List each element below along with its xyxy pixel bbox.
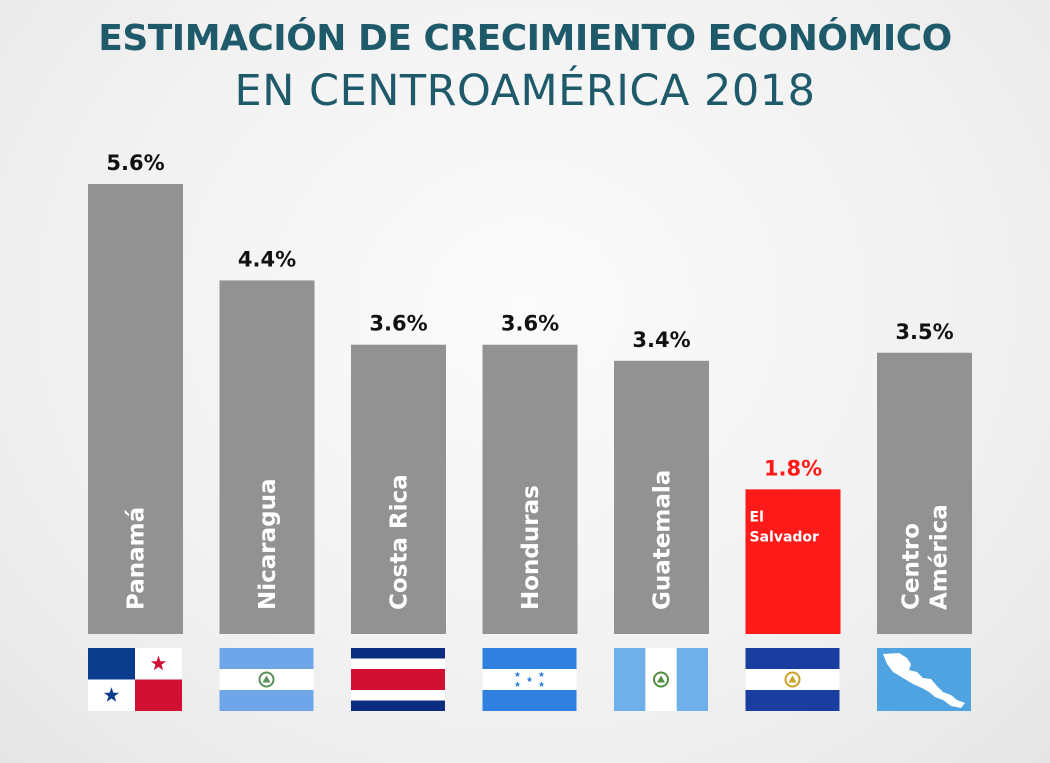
category-label-3: Honduras — [518, 485, 544, 610]
guatemala-flag-icon — [614, 648, 708, 711]
central-america-map-icon — [877, 648, 971, 711]
value-label-6: 3.5% — [895, 320, 953, 344]
panama-flag-icon — [88, 648, 182, 711]
category-label-4: Guatemala — [650, 470, 676, 610]
bar-4 — [614, 360, 709, 634]
bar-0 — [88, 184, 183, 634]
value-label-2: 3.6% — [369, 312, 427, 336]
bar-6 — [877, 352, 972, 634]
category-label-0: Panamá — [124, 507, 150, 610]
category-label-5: El Salvador — [750, 509, 820, 545]
honduras-flag-icon — [482, 648, 577, 711]
costa-rica-flag-icon — [351, 648, 445, 711]
category-label-1: Nicaragua — [255, 478, 281, 610]
value-label-3: 3.6% — [501, 312, 559, 336]
bar-2 — [351, 344, 446, 634]
value-label-5: 1.8% — [764, 456, 822, 480]
chart-subtitle: EN CENTROAMÉRICA 2018 — [234, 66, 816, 116]
el-salvador-flag-icon — [745, 648, 840, 711]
category-label-6: CentroAmérica — [899, 504, 953, 610]
chart-title: ESTIMACIÓN DE CRECIMIENTO ECONÓMICO — [98, 18, 952, 59]
category-label-2: Costa Rica — [387, 474, 413, 610]
bar-3 — [482, 344, 578, 634]
bar-5 — [745, 489, 841, 634]
value-label-0: 5.6% — [106, 151, 164, 175]
value-label-4: 3.4% — [632, 328, 690, 352]
value-label-1: 4.4% — [238, 247, 296, 271]
nicaragua-flag-icon — [219, 648, 314, 711]
bar-1 — [219, 280, 315, 634]
